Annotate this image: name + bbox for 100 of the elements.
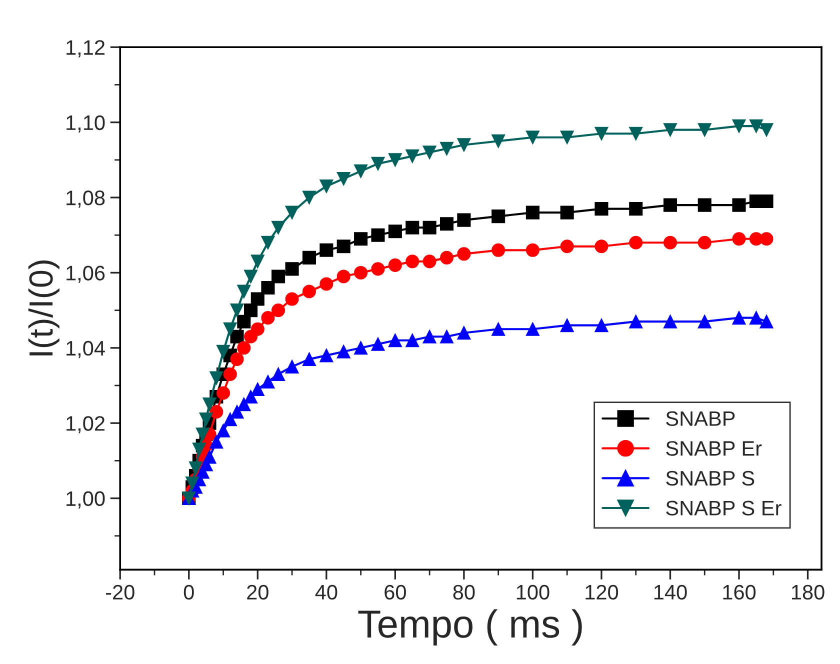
point <box>285 206 299 220</box>
point <box>223 322 237 336</box>
point <box>406 149 420 163</box>
point <box>199 412 213 426</box>
point <box>371 228 385 242</box>
point <box>202 450 216 464</box>
point <box>186 476 200 490</box>
point <box>354 341 368 355</box>
point <box>698 123 712 137</box>
point <box>760 123 774 137</box>
point <box>216 424 230 438</box>
point <box>230 352 244 366</box>
y-tick-label: 1,12 <box>66 40 104 58</box>
point <box>492 134 506 148</box>
y-axis-title: I(t)/I(0) <box>28 260 60 356</box>
point <box>560 240 574 254</box>
point <box>223 412 237 426</box>
point <box>285 360 299 374</box>
point <box>272 270 286 284</box>
point <box>440 142 454 156</box>
point <box>526 243 540 257</box>
point <box>244 390 258 404</box>
legend-label: SNABP S Er <box>666 500 782 516</box>
point <box>594 318 608 332</box>
point <box>216 386 230 400</box>
x-tick-label: 20 <box>247 584 268 600</box>
point <box>594 126 608 140</box>
x-tick-label: 0 <box>184 584 194 600</box>
point <box>698 236 712 250</box>
point <box>732 198 746 212</box>
point <box>457 138 471 152</box>
y-tick-label: 1,02 <box>66 416 104 434</box>
point <box>629 314 643 328</box>
point <box>216 344 230 358</box>
point <box>336 270 350 284</box>
legend-label: SNABP S <box>666 470 754 486</box>
point <box>457 326 471 340</box>
point <box>440 330 454 344</box>
point <box>261 374 275 389</box>
point <box>526 322 540 336</box>
x-tick-label: 140 <box>654 584 687 600</box>
point <box>371 337 385 351</box>
y-tick-label: 1,10 <box>66 115 105 133</box>
y-tick-label: 1,06 <box>66 266 105 283</box>
point <box>320 179 334 194</box>
x-tick-label: 120 <box>586 584 618 600</box>
point <box>663 314 678 328</box>
point <box>422 330 436 344</box>
point <box>285 262 299 276</box>
point <box>629 236 643 250</box>
point <box>371 156 385 170</box>
point <box>210 405 224 419</box>
point <box>457 213 471 227</box>
point <box>440 250 454 264</box>
point <box>760 232 774 246</box>
point <box>388 153 402 167</box>
point <box>261 311 275 325</box>
point <box>663 123 678 137</box>
x-tick-label: 100 <box>516 584 550 600</box>
point <box>749 311 763 325</box>
point <box>302 190 316 204</box>
point <box>250 254 264 268</box>
point <box>698 198 712 212</box>
point <box>210 435 224 449</box>
point <box>230 330 244 344</box>
point <box>388 258 402 272</box>
point <box>237 398 251 412</box>
point <box>244 304 258 318</box>
point <box>250 322 264 336</box>
point <box>594 240 608 254</box>
point <box>336 172 350 186</box>
point <box>354 232 368 246</box>
point <box>492 210 506 224</box>
point <box>320 243 334 257</box>
point <box>388 334 402 348</box>
legend-label: SNABP <box>666 411 735 426</box>
point <box>629 202 643 216</box>
point <box>749 119 763 133</box>
x-tick-label: -20 <box>106 584 134 600</box>
y-tick-label: 1,08 <box>66 190 105 208</box>
point <box>406 254 420 268</box>
point <box>354 164 368 178</box>
point <box>302 250 316 264</box>
x-tick-label: 60 <box>384 584 406 600</box>
y-tick-label: 1,04 <box>66 340 105 358</box>
point <box>371 262 385 276</box>
point <box>230 304 244 318</box>
point <box>698 314 712 328</box>
point <box>388 224 402 238</box>
y-tick-label: 1,00 <box>66 491 105 508</box>
point <box>492 243 506 257</box>
point <box>760 314 774 328</box>
point <box>320 277 334 291</box>
point <box>732 311 746 325</box>
point <box>261 236 275 250</box>
point <box>422 254 436 268</box>
point <box>457 247 471 261</box>
x-tick-label: 180 <box>792 584 824 600</box>
point <box>302 284 316 298</box>
point <box>202 398 216 412</box>
